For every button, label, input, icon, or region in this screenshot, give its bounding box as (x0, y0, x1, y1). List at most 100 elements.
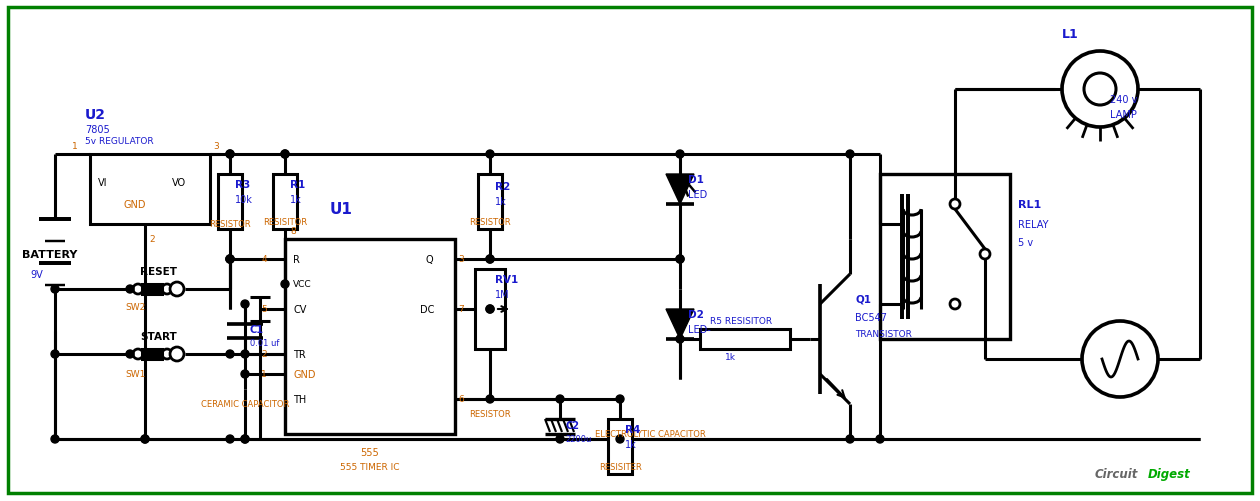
Text: R3: R3 (236, 180, 251, 189)
Text: 5 v: 5 v (1018, 237, 1033, 247)
Text: 5v REGULATOR: 5v REGULATOR (84, 137, 154, 146)
Text: 3: 3 (457, 255, 464, 264)
Bar (142, 285, 163, 295)
Text: LED: LED (688, 189, 707, 199)
Text: 6: 6 (457, 395, 464, 404)
Text: CERAMIC CAPACITOR: CERAMIC CAPACITOR (200, 400, 290, 409)
Text: TH: TH (294, 394, 306, 404)
Circle shape (980, 249, 990, 260)
Polygon shape (667, 310, 694, 339)
Circle shape (134, 349, 142, 359)
Text: RESISTOR: RESISTOR (209, 220, 251, 229)
Circle shape (616, 395, 624, 403)
Circle shape (163, 285, 173, 295)
Bar (285, 239, 455, 434)
Text: U1: U1 (330, 202, 353, 217)
Text: 1M: 1M (495, 290, 509, 300)
Circle shape (126, 286, 134, 294)
Text: CV: CV (294, 305, 306, 314)
Text: R4: R4 (625, 424, 640, 434)
Text: BATTERY: BATTERY (21, 249, 77, 260)
Text: D2: D2 (688, 310, 704, 319)
Circle shape (677, 256, 684, 264)
Text: C2: C2 (564, 420, 580, 430)
Text: LED-: LED- (688, 324, 711, 334)
Text: 1k: 1k (290, 194, 301, 204)
Circle shape (126, 350, 134, 358)
Circle shape (486, 151, 494, 159)
Text: DC: DC (420, 305, 435, 314)
Text: 1k: 1k (495, 196, 507, 206)
Circle shape (486, 256, 494, 264)
Circle shape (876, 435, 885, 443)
Bar (879, 175, 1011, 339)
Text: 5: 5 (261, 305, 267, 314)
Text: 2200u: 2200u (564, 435, 591, 443)
Circle shape (50, 350, 59, 358)
Text: U2: U2 (84, 108, 106, 122)
Text: L1: L1 (1062, 29, 1079, 42)
Circle shape (241, 350, 249, 358)
Circle shape (486, 306, 494, 313)
Text: Q1: Q1 (856, 295, 871, 305)
Circle shape (1062, 52, 1138, 128)
Text: RELAY: RELAY (1018, 219, 1048, 229)
Bar (701, 329, 790, 349)
Circle shape (163, 349, 173, 359)
Bar (609, 419, 633, 474)
Text: 1k: 1k (625, 439, 636, 449)
Text: Q: Q (425, 255, 432, 265)
Circle shape (281, 281, 289, 289)
Text: GND: GND (294, 369, 315, 379)
Bar (478, 175, 501, 229)
Text: 7: 7 (457, 305, 464, 314)
Circle shape (241, 301, 249, 309)
Circle shape (170, 347, 184, 361)
Text: BC547: BC547 (856, 313, 887, 322)
Text: LAMP: LAMP (1110, 110, 1137, 120)
Text: RESISTOR: RESISTOR (469, 410, 510, 419)
Text: VCC: VCC (294, 280, 311, 289)
Circle shape (226, 256, 234, 264)
Text: RESISITOR: RESISITOR (263, 218, 307, 227)
Text: R1: R1 (290, 180, 305, 189)
Circle shape (616, 435, 624, 443)
Bar (142, 349, 163, 359)
Text: 4: 4 (261, 255, 267, 264)
Circle shape (281, 151, 289, 159)
Text: D1: D1 (688, 175, 704, 185)
Circle shape (677, 335, 684, 343)
Text: RESISITER: RESISITER (598, 462, 641, 471)
Circle shape (226, 151, 234, 159)
Text: VI: VI (98, 178, 107, 188)
Circle shape (241, 435, 249, 443)
Text: 1: 1 (72, 142, 78, 151)
Circle shape (950, 199, 960, 209)
Circle shape (170, 283, 184, 297)
Circle shape (226, 350, 234, 358)
Text: SW2: SW2 (125, 303, 145, 312)
Circle shape (134, 285, 142, 295)
Text: 3: 3 (213, 142, 219, 151)
Text: TR: TR (294, 349, 306, 359)
Circle shape (226, 435, 234, 443)
Text: GND: GND (123, 199, 146, 209)
Text: 10k: 10k (236, 194, 253, 204)
Text: 8: 8 (290, 227, 296, 236)
Text: Circuit: Circuit (1095, 467, 1138, 480)
Text: START: START (140, 331, 176, 341)
Text: 240 v: 240 v (1110, 95, 1138, 105)
Circle shape (486, 306, 494, 313)
Bar (273, 175, 297, 229)
Circle shape (486, 395, 494, 403)
Text: 1: 1 (261, 370, 267, 379)
Text: 555: 555 (360, 447, 379, 457)
Bar (475, 270, 505, 349)
Circle shape (226, 151, 234, 159)
Circle shape (141, 435, 149, 443)
Text: RV1: RV1 (495, 275, 518, 285)
Text: 2: 2 (149, 235, 155, 244)
Circle shape (677, 151, 684, 159)
Circle shape (226, 256, 234, 264)
Circle shape (556, 395, 564, 403)
